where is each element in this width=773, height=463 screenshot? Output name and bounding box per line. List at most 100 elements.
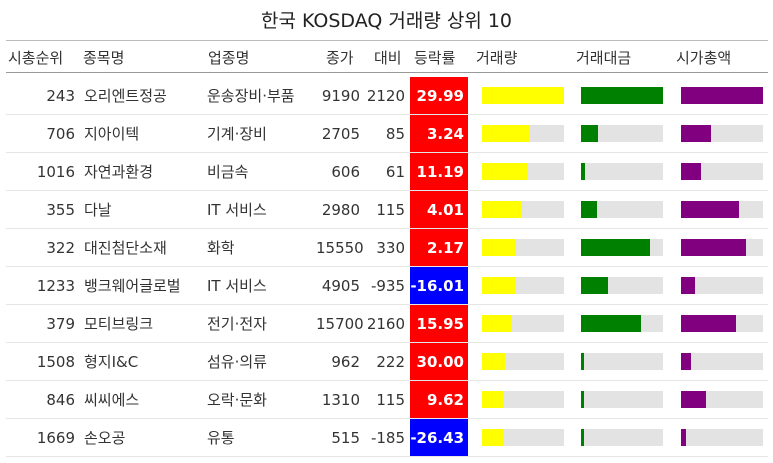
bar-cap [681, 315, 736, 332]
bar-track-volume [482, 239, 564, 256]
bar-cap [681, 87, 763, 104]
row-divider [6, 304, 768, 305]
bar-track-volume [482, 201, 564, 218]
table-row: 322 대진첨단소재 화학 15550 330 2.17 [6, 229, 768, 267]
col-header-rank: 시총순위 [8, 49, 64, 67]
cell-close: 15700 [316, 315, 364, 333]
cell-close: 4905 [321, 277, 360, 295]
bar-track-cap [681, 201, 763, 218]
cell-rank: 1233 [36, 277, 75, 295]
col-header-cap: 시가총액 [676, 49, 732, 67]
cell-close: 606 [331, 163, 360, 181]
cell-rate: 15.95 [410, 305, 468, 343]
bar-volume [482, 125, 530, 142]
cell-change: 61 [385, 163, 405, 181]
cell-sector: 유통 [207, 429, 235, 447]
col-header-change: 대비 [374, 49, 402, 67]
top-rule [6, 40, 768, 41]
bar-volume [482, 391, 503, 408]
cell-rate: 11.19 [410, 153, 468, 191]
cell-rate: 9.62 [410, 381, 468, 419]
bar-amount [581, 353, 584, 370]
cell-change: 222 [376, 353, 405, 371]
cell-rate: 29.99 [410, 77, 468, 115]
bar-track-volume [482, 353, 564, 370]
bar-track-cap [681, 163, 763, 180]
bar-track-amount [581, 315, 663, 332]
bar-amount [581, 277, 608, 294]
bar-amount [581, 239, 650, 256]
col-header-amount: 거래대금 [576, 49, 632, 67]
bar-volume [482, 163, 528, 180]
bar-track-amount [581, 353, 663, 370]
bar-cap [681, 429, 686, 446]
bar-volume [482, 315, 512, 332]
bar-track-amount [581, 429, 663, 446]
cell-rank: 846 [46, 391, 75, 409]
cell-sector: 운송장비·부품 [207, 87, 295, 105]
cell-rate: -26.43 [410, 419, 468, 457]
bar-track-cap [681, 239, 763, 256]
bar-volume [482, 277, 515, 294]
cell-sector: IT 서비스 [207, 201, 267, 219]
bar-cap [681, 391, 706, 408]
table-row: 243 오리엔트정공 운송장비·부품 9190 2120 29.99 [6, 77, 768, 115]
cell-sector: 기계·장비 [207, 125, 267, 143]
cell-close: 9190 [321, 87, 360, 105]
cell-name: 모티브링크 [84, 315, 154, 333]
cell-rate: 30.00 [410, 343, 468, 381]
bar-track-cap [681, 87, 763, 104]
row-divider [6, 456, 768, 457]
bar-volume [482, 201, 522, 218]
row-divider [6, 190, 768, 191]
cell-sector: 전기·전자 [207, 315, 267, 333]
row-divider [6, 266, 768, 267]
cell-close: 15550 [316, 239, 364, 257]
bar-track-cap [681, 277, 763, 294]
cell-rank: 1016 [36, 163, 75, 181]
bar-track-cap [681, 315, 763, 332]
bar-track-amount [581, 277, 663, 294]
cell-name: 뱅크웨어글로벌 [84, 277, 181, 295]
col-header-sector: 업종명 [208, 49, 250, 67]
bar-cap [681, 277, 695, 294]
cell-rank: 379 [46, 315, 75, 333]
bar-track-volume [482, 277, 564, 294]
cell-close: 1310 [321, 391, 360, 409]
chart-title: 한국 KOSDAQ 거래량 상위 10 [260, 10, 513, 32]
cell-rank: 355 [46, 201, 75, 219]
table-row: 1016 자연과환경 비금속 606 61 11.19 [6, 153, 768, 191]
bar-track-volume [482, 391, 564, 408]
bar-track-volume [482, 125, 564, 142]
cell-name: 자연과환경 [84, 163, 154, 181]
cell-rank: 1508 [36, 353, 75, 371]
cell-change: 85 [385, 125, 405, 143]
row-divider [6, 380, 768, 381]
bar-track-cap [681, 353, 763, 370]
bar-amount [581, 87, 663, 104]
col-header-close: 종가 [326, 49, 354, 67]
cell-rate: 3.24 [410, 115, 468, 153]
cell-name: 손오공 [84, 429, 126, 447]
bar-amount [581, 391, 584, 408]
cell-close: 515 [331, 429, 360, 447]
cell-name: 지아이텍 [84, 125, 140, 143]
col-header-volume: 거래량 [476, 49, 518, 67]
cell-rank: 706 [46, 125, 75, 143]
table-row: 355 다날 IT 서비스 2980 115 4.01 [6, 191, 768, 229]
cell-sector: IT 서비스 [207, 277, 267, 295]
cell-sector: 섬유·의류 [207, 353, 267, 371]
cell-change: -935 [370, 277, 405, 295]
bar-track-cap [681, 429, 763, 446]
cell-rank: 322 [46, 239, 75, 257]
table-row: 379 모티브링크 전기·전자 15700 2160 15.95 [6, 305, 768, 343]
cell-change: 2160 [366, 315, 405, 333]
cell-rank: 1669 [36, 429, 75, 447]
cell-rate: 4.01 [410, 191, 468, 229]
bar-amount [581, 429, 584, 446]
bar-amount [581, 125, 598, 142]
bar-track-volume [482, 315, 564, 332]
bar-cap [681, 125, 711, 142]
cell-name: 오리엔트정공 [84, 87, 167, 105]
